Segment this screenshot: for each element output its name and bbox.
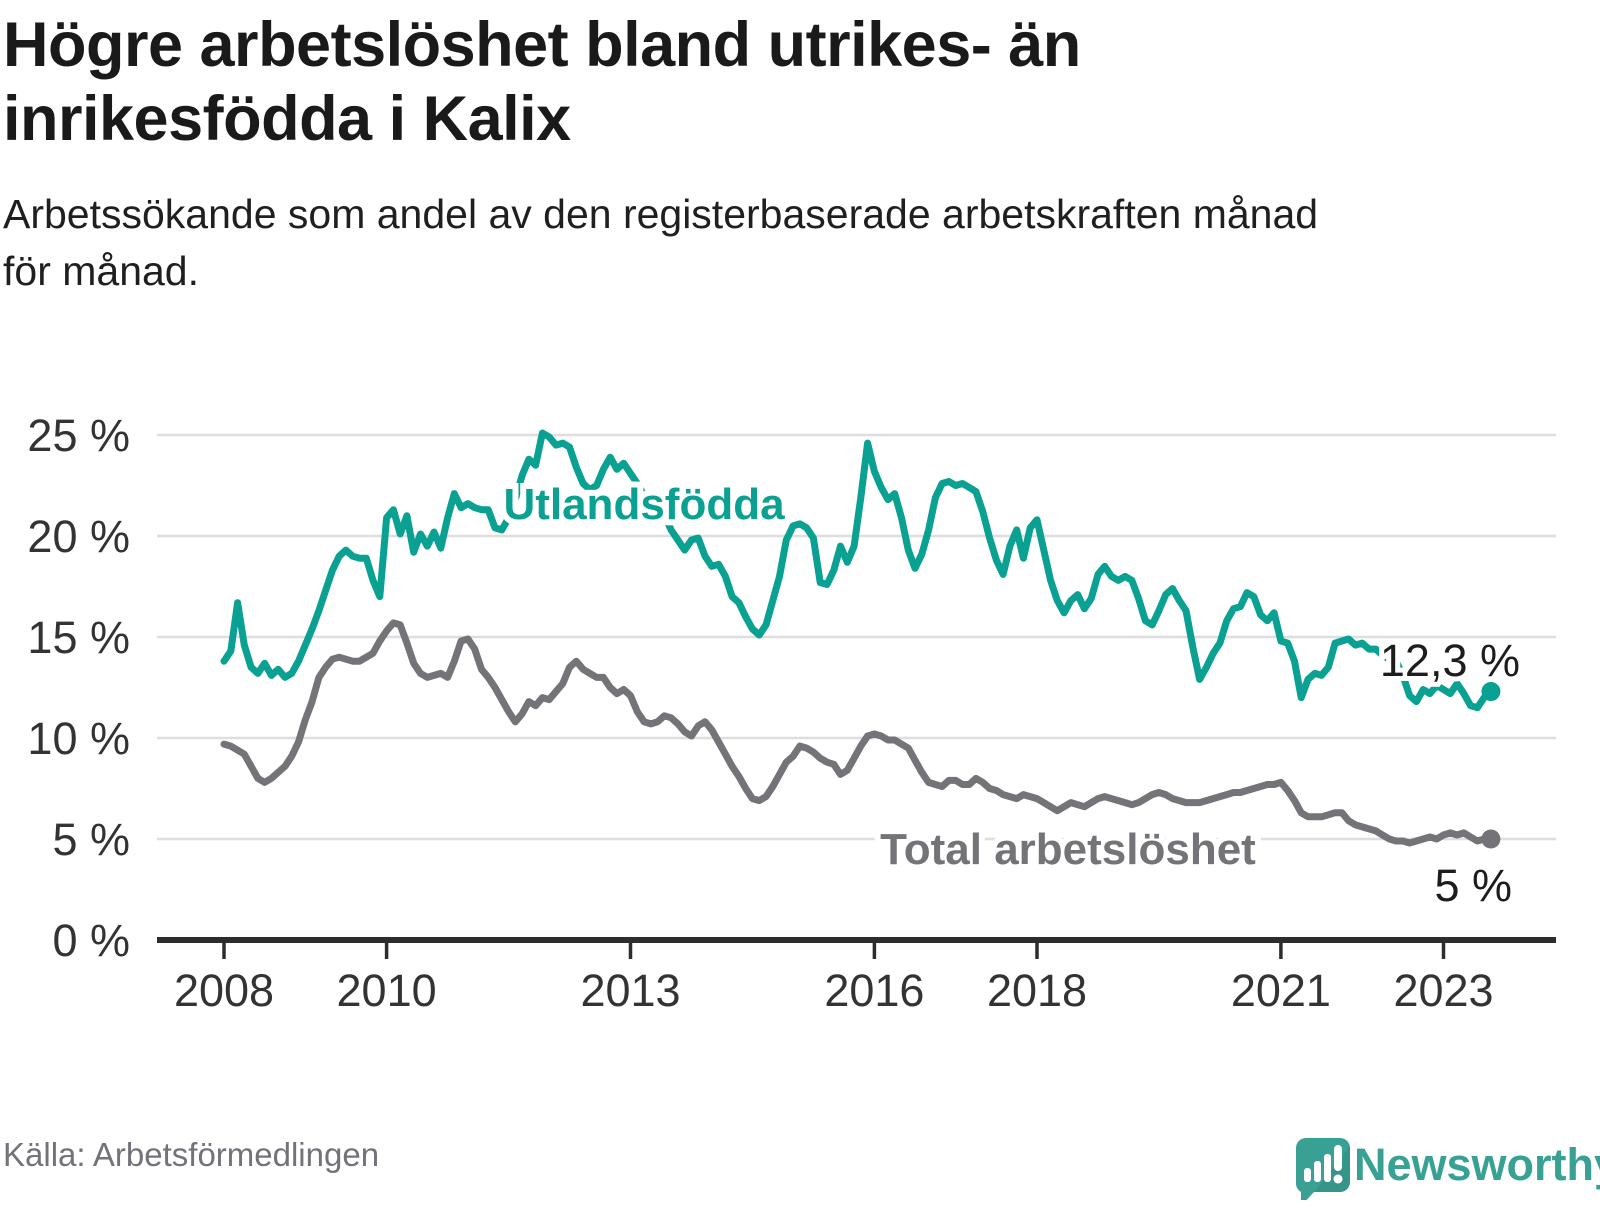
page-title: Högre arbetslöshet bland utrikes- än inr…	[3, 8, 1563, 156]
source-note: Källa: Arbetsförmedlingen	[3, 1136, 380, 1173]
y-tick-label-0: 0 %	[52, 915, 130, 966]
newsworthy-brand-text: Newsworthy	[1354, 1139, 1600, 1190]
y-tick-label-25: 25 %	[27, 410, 130, 461]
x-tick-label-2023: 2023	[1393, 965, 1493, 1016]
page-subtitle: Arbetssökande som andel av den registerb…	[3, 186, 1563, 300]
x-tick-label-2021: 2021	[1231, 965, 1331, 1016]
page-title-line2: inrikesfödda i Kalix	[3, 84, 571, 154]
end-dot-total	[1481, 829, 1501, 849]
x-axis: 2008 2010 2013 2016 2018 2021 2023	[157, 937, 1556, 1016]
page-subtitle-line2: för månad.	[3, 248, 199, 294]
end-label-total: 5 %	[1434, 860, 1512, 911]
newsworthy-logo-icon	[1295, 1138, 1350, 1200]
page-subtitle-line1: Arbetssökande som andel av den registerb…	[3, 191, 1319, 237]
x-tick-label-2018: 2018	[987, 965, 1087, 1016]
end-label-utlandsfodda: 12,3 %	[1380, 635, 1520, 686]
y-tick-label-5: 5 %	[52, 814, 130, 865]
series-label-utlandsfodda: Utlandsfödda	[503, 480, 785, 529]
x-tick-label-2013: 2013	[580, 965, 680, 1016]
gridlines	[157, 433, 1556, 841]
x-tick-label-2010: 2010	[337, 965, 437, 1016]
series-line-total	[220, 619, 1495, 847]
y-tick-label-15: 15 %	[27, 612, 130, 663]
page-title-line1: Högre arbetslöshet bland utrikes- än	[3, 10, 1081, 80]
end-dot-utlandsfodda	[1481, 682, 1501, 702]
y-tick-label-10: 10 %	[27, 713, 130, 764]
series-line-utlandsfodda	[220, 429, 1495, 712]
y-axis-labels: 0 % 5 % 10 % 15 % 20 % 25 %	[27, 410, 130, 966]
x-tick-label-2016: 2016	[824, 965, 924, 1016]
y-tick-label-20: 20 %	[27, 511, 130, 562]
x-tick-label-2008: 2008	[174, 965, 274, 1016]
series-label-total: Total arbetslöshet	[880, 825, 1256, 874]
